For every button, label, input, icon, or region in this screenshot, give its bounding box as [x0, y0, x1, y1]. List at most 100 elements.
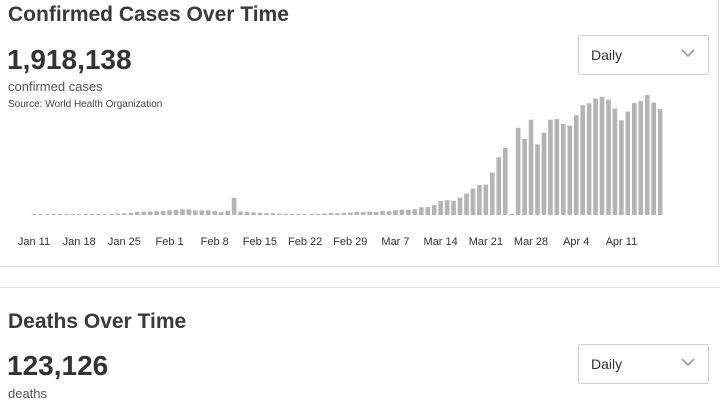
chart-bar	[425, 207, 431, 215]
x-tick-label: Feb 1	[155, 236, 183, 248]
chart-bar	[625, 111, 631, 215]
x-tick-label: Apr 11	[606, 236, 638, 248]
x-tick-label: Mar 14	[424, 236, 458, 248]
chart-bar	[238, 211, 243, 215]
chart-bar	[464, 193, 469, 215]
chart-bar	[315, 213, 321, 215]
chart-bar	[335, 213, 340, 215]
chart-bar	[270, 213, 276, 215]
chart-bar	[651, 102, 656, 215]
chart-bar	[134, 212, 140, 215]
cases-interval-value: Daily	[591, 47, 623, 63]
x-tick-label: Apr 4	[563, 236, 589, 248]
chart-bar	[657, 109, 663, 215]
x-tick-label: Feb 22	[288, 236, 322, 248]
chart-bar	[212, 211, 218, 215]
x-tick-label: Feb 29	[333, 236, 367, 248]
chart-bar	[57, 214, 63, 215]
chart-bar	[580, 105, 585, 215]
x-tick-label: Jan 18	[63, 236, 96, 248]
x-tick-label: Feb 15	[243, 236, 277, 248]
chart-bar	[276, 213, 282, 215]
x-tick-label: Mar 28	[514, 236, 548, 248]
chart-bar	[548, 119, 553, 215]
chart-bar	[412, 209, 418, 215]
chart-bar	[373, 211, 379, 215]
chart-bar	[167, 210, 172, 215]
chart-bar	[619, 120, 624, 215]
chart-bar	[606, 99, 611, 215]
chart-bar	[328, 213, 334, 215]
chart-bar	[289, 214, 295, 215]
chart-bar	[599, 96, 605, 215]
chart-bar	[76, 214, 82, 215]
deaths-total-label: deaths	[8, 386, 48, 401]
chart-bar	[257, 212, 263, 215]
chart-bar	[244, 212, 250, 215]
chart-bar	[638, 100, 644, 215]
chart-bar	[231, 197, 237, 215]
chart-bar	[438, 201, 443, 215]
chart-bar	[554, 119, 560, 215]
x-tick-label: Mar 7	[381, 236, 409, 248]
chart-bar	[180, 209, 185, 215]
chart-bar	[63, 214, 69, 215]
x-tick-label: Mar 21	[469, 236, 503, 248]
chart-bar	[593, 98, 598, 215]
chart-bar	[502, 147, 508, 215]
chart-bar	[51, 214, 56, 215]
chart-bar	[122, 213, 127, 215]
x-tick-label: Jan 25	[108, 236, 141, 248]
chart-bar	[528, 119, 534, 215]
chart-bar	[490, 172, 495, 215]
chart-bar	[477, 185, 482, 215]
chart-frame-edge	[718, 0, 719, 266]
chart-bar	[251, 212, 256, 215]
chart-bar	[419, 207, 424, 215]
deaths-interval-dropdown[interactable]: Daily	[578, 344, 709, 384]
chart-bar	[44, 214, 50, 215]
chart-bar	[470, 188, 476, 215]
chart-bar	[444, 200, 450, 215]
chart-bar	[115, 213, 121, 215]
cases-section-title: Confirmed Cases Over Time	[8, 3, 289, 26]
chart-bar	[586, 103, 592, 215]
chart-bar	[160, 210, 166, 215]
chart-bar	[83, 214, 88, 215]
chart-bar	[38, 214, 43, 215]
section-divider	[0, 287, 720, 288]
chart-bar	[218, 212, 224, 215]
chart-bar	[541, 132, 547, 215]
cases-total-label: confirmed cases	[8, 79, 103, 94]
chart-bar	[509, 213, 514, 215]
chart-bar	[431, 205, 437, 215]
chart-bar	[102, 214, 108, 215]
chevron-down-icon	[681, 358, 695, 367]
chart-bar	[644, 95, 650, 215]
chart-bar	[483, 184, 489, 215]
chart-bar	[380, 211, 385, 215]
chart-bar	[515, 127, 521, 215]
chart-bar	[341, 212, 347, 215]
data-source: Source: World Health Organization	[8, 99, 163, 110]
chart-bar	[89, 214, 95, 215]
cases-total: 1,918,138	[7, 44, 132, 75]
chart-bar	[147, 211, 153, 215]
chart-bar	[348, 212, 353, 215]
chart-bar	[567, 125, 573, 215]
chart-bar	[406, 209, 411, 215]
chart-bar	[70, 214, 76, 215]
chart-bar	[141, 211, 147, 215]
chart-bar	[109, 214, 114, 215]
deaths-total: 123,126	[7, 350, 109, 381]
chart-bar	[199, 210, 205, 215]
chart-bar	[632, 103, 637, 215]
chart-bar	[154, 211, 159, 215]
chart-bar	[322, 213, 327, 215]
chart-bar	[296, 214, 301, 215]
cases-interval-dropdown[interactable]: Daily	[578, 35, 709, 75]
deaths-section-title: Deaths Over Time	[8, 310, 187, 333]
chart-bar	[367, 211, 372, 215]
chart-bar	[522, 138, 527, 215]
chart-bar	[451, 200, 456, 215]
